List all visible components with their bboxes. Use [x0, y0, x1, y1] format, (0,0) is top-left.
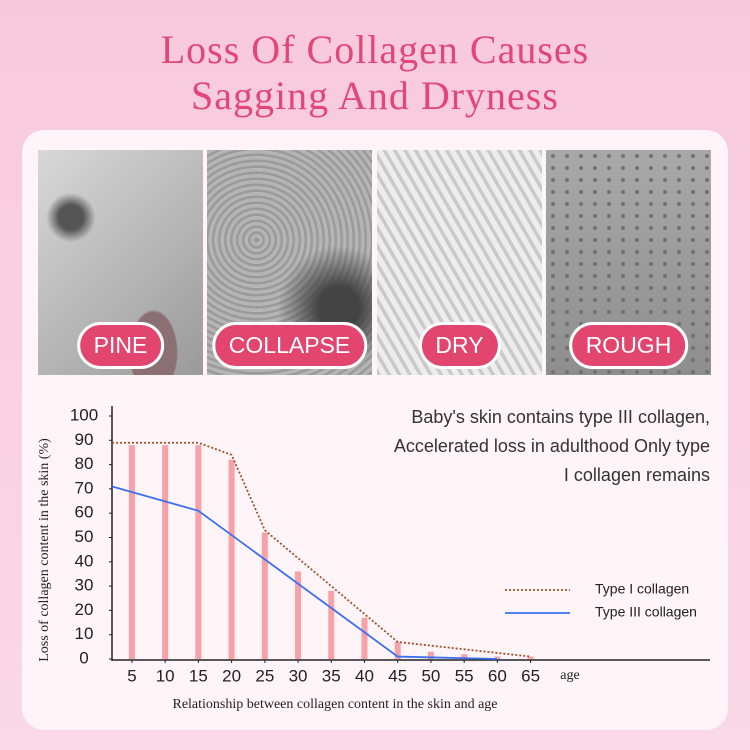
- y-tick-label: 90: [75, 430, 94, 449]
- x-tick-label: 30: [289, 666, 308, 685]
- skin-image: COLLAPSE: [207, 150, 372, 375]
- bar: [162, 445, 169, 659]
- bar: [261, 532, 268, 659]
- bar: [295, 571, 302, 659]
- x-tick-label: 35: [322, 666, 341, 685]
- y-tick-label: 50: [75, 527, 94, 546]
- legend-label: Type III collagen: [595, 604, 697, 620]
- x-tick-label: 60: [488, 666, 507, 685]
- bar: [461, 654, 468, 659]
- title-line: Loss Of Collagen Causes: [160, 27, 590, 72]
- skin-label: PINE: [76, 322, 165, 369]
- skin-image: PINE: [38, 150, 203, 375]
- skin-label: ROUGH: [568, 322, 689, 369]
- x-axis-title: Relationship between collagen content in…: [172, 697, 497, 712]
- bar: [394, 641, 401, 659]
- x-unit: age: [560, 668, 579, 683]
- x-tick-label: 25: [255, 666, 274, 685]
- skin-image: ROUGH: [546, 150, 711, 375]
- y-tick-label: 20: [75, 600, 94, 619]
- series-line: [112, 441, 531, 658]
- x-tick-label: 50: [421, 666, 440, 685]
- skin-label: COLLAPSE: [211, 322, 368, 369]
- y-tick-label: 0: [79, 648, 88, 667]
- y-tick-label: 40: [75, 551, 94, 570]
- y-tick-label: 60: [75, 503, 94, 522]
- skin-label: DRY: [418, 322, 501, 369]
- y-tick-label: 70: [75, 478, 94, 497]
- x-tick-label: 20: [222, 666, 241, 685]
- x-tick-label: 55: [455, 666, 474, 685]
- bar: [228, 459, 235, 659]
- y-axis-title: Loss of collagen content in the skin (%): [37, 438, 52, 662]
- annotation: Accelerated loss in adulthood Only type: [394, 436, 710, 456]
- x-tick-label: 15: [189, 666, 208, 685]
- legend-label: Type I collagen: [595, 581, 689, 597]
- y-tick-label: 100: [70, 405, 98, 424]
- x-tick-label: 40: [355, 666, 374, 685]
- bar: [328, 590, 335, 659]
- x-tick-label: 10: [156, 666, 175, 685]
- y-tick-label: 10: [75, 624, 94, 643]
- annotation: Baby's skin contains type III collagen,: [411, 407, 710, 427]
- x-tick-label: 65: [521, 666, 540, 685]
- skin-image: DRY: [377, 150, 542, 375]
- x-tick-label: 45: [388, 666, 407, 685]
- annotation: I collagen remains: [564, 465, 710, 485]
- bar: [427, 651, 434, 659]
- title-line: Sagging And Dryness: [191, 73, 559, 118]
- x-tick-label: 5: [127, 666, 136, 685]
- bar: [128, 445, 135, 659]
- series-line: [111, 485, 498, 660]
- bar: [494, 656, 501, 659]
- bar: [195, 445, 202, 659]
- bar: [527, 656, 534, 659]
- bar: [361, 617, 368, 659]
- y-tick-label: 30: [75, 576, 94, 595]
- y-tick-label: 80: [75, 454, 94, 473]
